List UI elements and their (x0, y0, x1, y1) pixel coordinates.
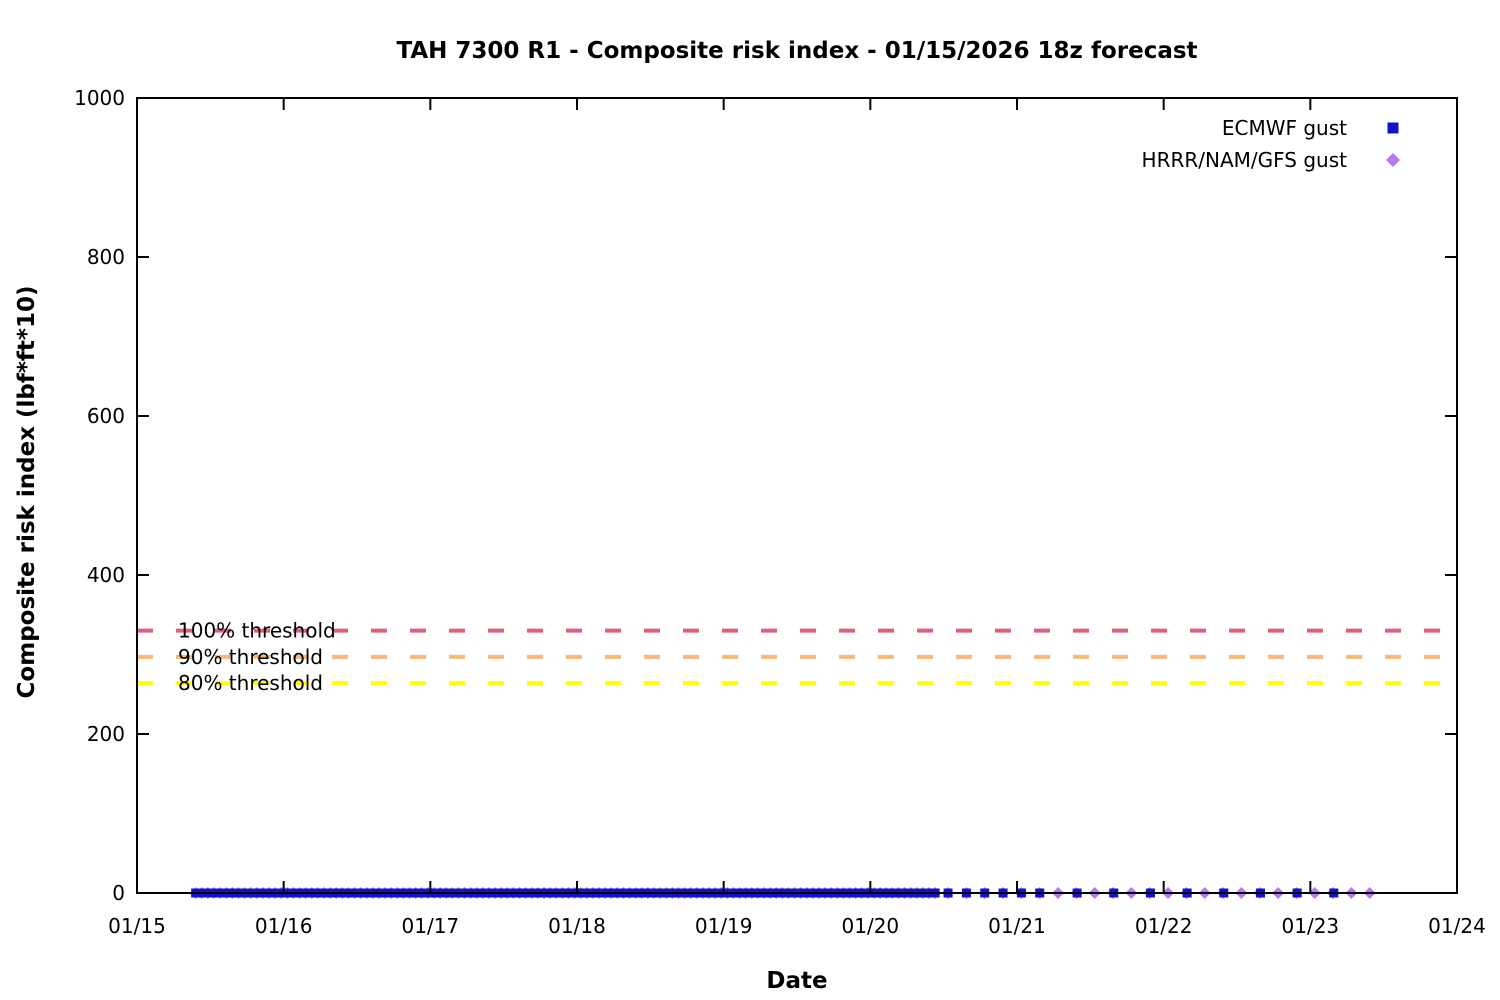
x-tick-label: 01/20 (842, 914, 900, 938)
x-tick-label: 01/24 (1428, 914, 1486, 938)
x-tick-label: 01/17 (402, 914, 460, 938)
y-axis-label: Composite risk index (lbf*ft*10) (14, 286, 40, 699)
legend-label-ecmwf-gust: ECMWF gust (1222, 116, 1347, 140)
legend-square-marker (1387, 122, 1399, 134)
x-axis-label: Date (766, 968, 827, 994)
threshold-label: 80% threshold (178, 671, 323, 695)
legend-diamond-marker (1386, 153, 1400, 167)
x-tick-label: 01/16 (255, 914, 313, 938)
x-tick-label: 01/19 (695, 914, 753, 938)
threshold-label: 100% threshold (178, 619, 336, 643)
x-tick-label: 01/18 (548, 914, 606, 938)
x-tick-label: 01/21 (988, 914, 1046, 938)
y-tick-label: 800 (87, 245, 125, 269)
threshold-label: 90% threshold (178, 645, 323, 669)
x-tick-label: 01/23 (1282, 914, 1340, 938)
y-tick-label: 600 (87, 404, 125, 428)
chart-title: TAH 7300 R1 - Composite risk index - 01/… (396, 38, 1197, 64)
x-tick-label: 01/15 (108, 914, 166, 938)
y-tick-label: 400 (87, 563, 125, 587)
x-tick-label: 01/22 (1135, 914, 1193, 938)
legend-label-hrrr-nam-gfs-gust: HRRR/NAM/GFS gust (1142, 148, 1348, 172)
y-tick-label: 1000 (74, 86, 125, 110)
legend: ECMWF gust HRRR/NAM/GFS gust (1142, 116, 1400, 172)
axes-layer: 01/15 01/16 01/17 01/18 01/19 01/20 01/21 01/22… (74, 86, 1486, 938)
y-tick-label: 200 (87, 722, 125, 746)
y-tick-label: 0 (112, 881, 125, 905)
plot-border (136, 97, 1458, 894)
